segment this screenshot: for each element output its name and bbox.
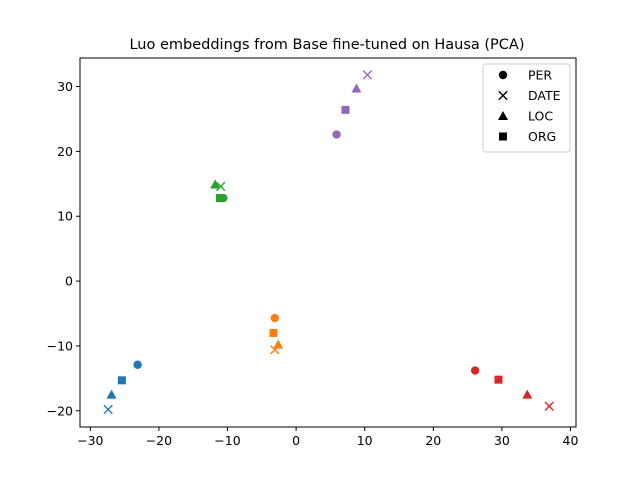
data-point-date — [544, 401, 554, 411]
data-point-org — [117, 376, 126, 385]
x-tick-label: 30 — [494, 433, 510, 448]
y-tick-label: 30 — [57, 79, 73, 94]
data-point-per — [270, 313, 280, 323]
x-tick-label: 40 — [563, 433, 579, 448]
legend-marker-date — [498, 90, 508, 101]
y-tick-label: −10 — [47, 338, 73, 353]
x-tick-label: 20 — [425, 433, 441, 448]
data-point-date — [215, 181, 226, 192]
legend-label-per: PER — [528, 68, 552, 83]
y-tick-label: 10 — [57, 209, 73, 224]
chart-title: Luo embeddings from Base fine-tuned on H… — [129, 37, 524, 53]
legend-marker-per — [498, 70, 508, 80]
y-tick-label: −20 — [47, 403, 73, 418]
y-tick-label: 20 — [57, 144, 73, 159]
data-point-loc — [273, 339, 284, 349]
data-point-loc — [522, 389, 533, 399]
data-point-org — [494, 375, 503, 384]
x-tick-label: 0 — [292, 433, 300, 448]
data-point-per — [133, 360, 142, 369]
data-point-loc — [210, 179, 221, 189]
data-point-per — [470, 366, 480, 375]
data-point-org — [269, 328, 278, 337]
legend-label-loc: LOC — [528, 109, 553, 124]
data-point-date — [103, 404, 113, 415]
data-point-org — [215, 194, 224, 203]
y-tick-label: 0 — [65, 274, 73, 289]
legend-marker-loc — [498, 111, 508, 120]
data-point-loc — [106, 389, 117, 399]
x-tick-label: −10 — [214, 433, 240, 448]
data-point-per — [332, 130, 341, 139]
legend-label-date: DATE — [528, 88, 561, 103]
x-tick-label: −30 — [77, 433, 103, 448]
x-tick-label: −20 — [146, 433, 172, 448]
data-point-date — [362, 70, 373, 80]
legend-marker-org — [499, 132, 507, 141]
data-point-loc — [351, 83, 362, 93]
legend: PER DATE LOC ORG — [482, 63, 571, 153]
plot-area: −30 −20 −10 0 10 20 30 40 −20 −10 0 10 20 30 — [47, 57, 579, 448]
data-point-org — [341, 105, 350, 114]
axes-frame — [79, 57, 577, 428]
legend-box — [482, 63, 571, 153]
x-tick-label: 10 — [357, 433, 373, 448]
legend-label-org: ORG — [528, 129, 556, 144]
